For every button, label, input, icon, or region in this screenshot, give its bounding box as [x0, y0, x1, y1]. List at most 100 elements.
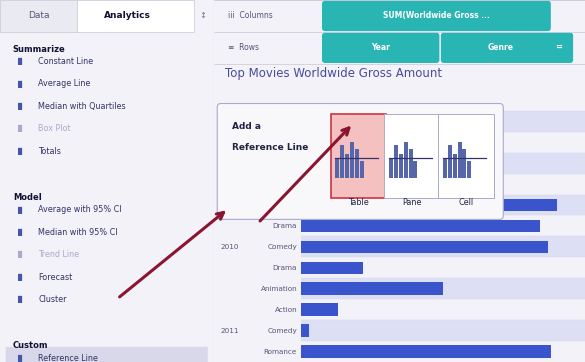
- Text: Reference Line: Reference Line: [39, 354, 98, 362]
- Bar: [301, 194, 585, 215]
- Text: ▊: ▊: [17, 274, 22, 281]
- Text: ▊: ▊: [17, 148, 22, 155]
- Text: ▊: ▊: [17, 296, 22, 303]
- Text: Drama: Drama: [273, 223, 297, 229]
- FancyBboxPatch shape: [331, 114, 386, 198]
- Text: Average Line: Average Line: [39, 80, 91, 88]
- Bar: [350, 142, 354, 178]
- Text: Custom: Custom: [13, 341, 49, 350]
- Bar: [399, 154, 403, 178]
- FancyBboxPatch shape: [217, 104, 503, 219]
- Text: Cluster: Cluster: [39, 295, 67, 304]
- Text: Comedy: Comedy: [267, 202, 297, 208]
- Bar: [453, 154, 457, 178]
- Text: ▊: ▊: [17, 80, 22, 88]
- Bar: [301, 115, 460, 127]
- Text: Box Plot: Box Plot: [39, 125, 71, 133]
- Text: Average with 95% CI: Average with 95% CI: [39, 206, 122, 214]
- Bar: [301, 157, 500, 169]
- Text: ↕: ↕: [199, 12, 207, 20]
- Text: Top Movies Worldwide Gross Amount: Top Movies Worldwide Gross Amount: [225, 67, 442, 80]
- Text: Animation: Animation: [260, 286, 297, 292]
- Text: Drama: Drama: [273, 139, 297, 145]
- FancyBboxPatch shape: [441, 33, 573, 63]
- Text: Table: Table: [348, 198, 369, 207]
- Text: Reference Line: Reference Line: [232, 143, 308, 152]
- Text: ▊: ▊: [17, 355, 22, 362]
- Bar: [467, 161, 472, 178]
- Text: 2011: 2011: [221, 328, 239, 334]
- Text: Comedy: Comedy: [267, 328, 297, 334]
- Text: ▊: ▊: [17, 125, 22, 132]
- Bar: [448, 145, 452, 178]
- Text: ▊: ▊: [17, 103, 22, 110]
- Bar: [345, 154, 349, 178]
- Text: Fantasy: Fantasy: [270, 181, 297, 187]
- Bar: [462, 149, 466, 178]
- Bar: [404, 142, 408, 178]
- Bar: [301, 111, 585, 132]
- Bar: [355, 149, 359, 178]
- Text: Totals: Totals: [39, 147, 61, 156]
- Text: =: =: [556, 43, 563, 52]
- Text: Pane: Pane: [402, 198, 422, 207]
- FancyBboxPatch shape: [77, 0, 194, 32]
- Text: ▊: ▊: [17, 206, 22, 214]
- Text: Data: Data: [27, 12, 49, 20]
- Text: ≡  Rows: ≡ Rows: [228, 43, 259, 52]
- Text: Comedy: Comedy: [267, 244, 297, 250]
- Bar: [335, 158, 339, 178]
- FancyBboxPatch shape: [6, 347, 208, 362]
- Bar: [301, 178, 397, 190]
- Bar: [301, 153, 585, 173]
- Text: Summarize: Summarize: [13, 45, 66, 54]
- Text: Drama: Drama: [273, 265, 297, 271]
- Text: Median with 95% CI: Median with 95% CI: [39, 228, 118, 237]
- Bar: [360, 161, 364, 178]
- Bar: [301, 278, 585, 299]
- Bar: [301, 320, 585, 341]
- Bar: [301, 220, 539, 232]
- Text: 2009: 2009: [221, 202, 239, 208]
- Bar: [414, 161, 418, 178]
- Text: Year: Year: [371, 43, 390, 52]
- Bar: [340, 145, 345, 178]
- Bar: [301, 282, 443, 295]
- Text: Romance: Romance: [264, 349, 297, 354]
- Bar: [408, 149, 412, 178]
- Bar: [301, 261, 363, 274]
- FancyBboxPatch shape: [0, 0, 77, 32]
- Bar: [301, 136, 335, 148]
- Bar: [394, 145, 398, 178]
- Text: Romance: Romance: [264, 118, 297, 124]
- Text: ▊: ▊: [17, 58, 22, 65]
- Bar: [443, 158, 447, 178]
- Text: iii  Columns: iii Columns: [228, 12, 273, 20]
- FancyBboxPatch shape: [322, 1, 551, 31]
- Text: Forecast: Forecast: [39, 273, 73, 282]
- Text: Animation: Animation: [260, 160, 297, 166]
- Bar: [301, 236, 585, 257]
- Text: Add a: Add a: [232, 122, 261, 131]
- Bar: [301, 303, 338, 316]
- Text: ▊: ▊: [17, 251, 22, 258]
- FancyBboxPatch shape: [438, 114, 494, 198]
- Text: SUM(Worldwide Gross ...: SUM(Worldwide Gross ...: [383, 12, 490, 20]
- Bar: [389, 158, 393, 178]
- Text: Analytics: Analytics: [104, 12, 150, 20]
- Text: 2010: 2010: [221, 244, 239, 250]
- Text: Cell: Cell: [459, 198, 474, 207]
- Bar: [301, 241, 548, 253]
- Text: Median with Quartiles: Median with Quartiles: [39, 102, 126, 111]
- Text: Trend Line: Trend Line: [39, 251, 80, 259]
- Text: Genre: Genre: [488, 43, 514, 52]
- Bar: [301, 345, 551, 358]
- Text: ▊: ▊: [17, 229, 22, 236]
- Text: Constant Line: Constant Line: [39, 57, 94, 66]
- FancyBboxPatch shape: [322, 33, 439, 63]
- Bar: [301, 324, 309, 337]
- Text: Model: Model: [13, 193, 42, 202]
- Text: Action: Action: [274, 307, 297, 313]
- FancyBboxPatch shape: [384, 114, 440, 198]
- Bar: [457, 142, 462, 178]
